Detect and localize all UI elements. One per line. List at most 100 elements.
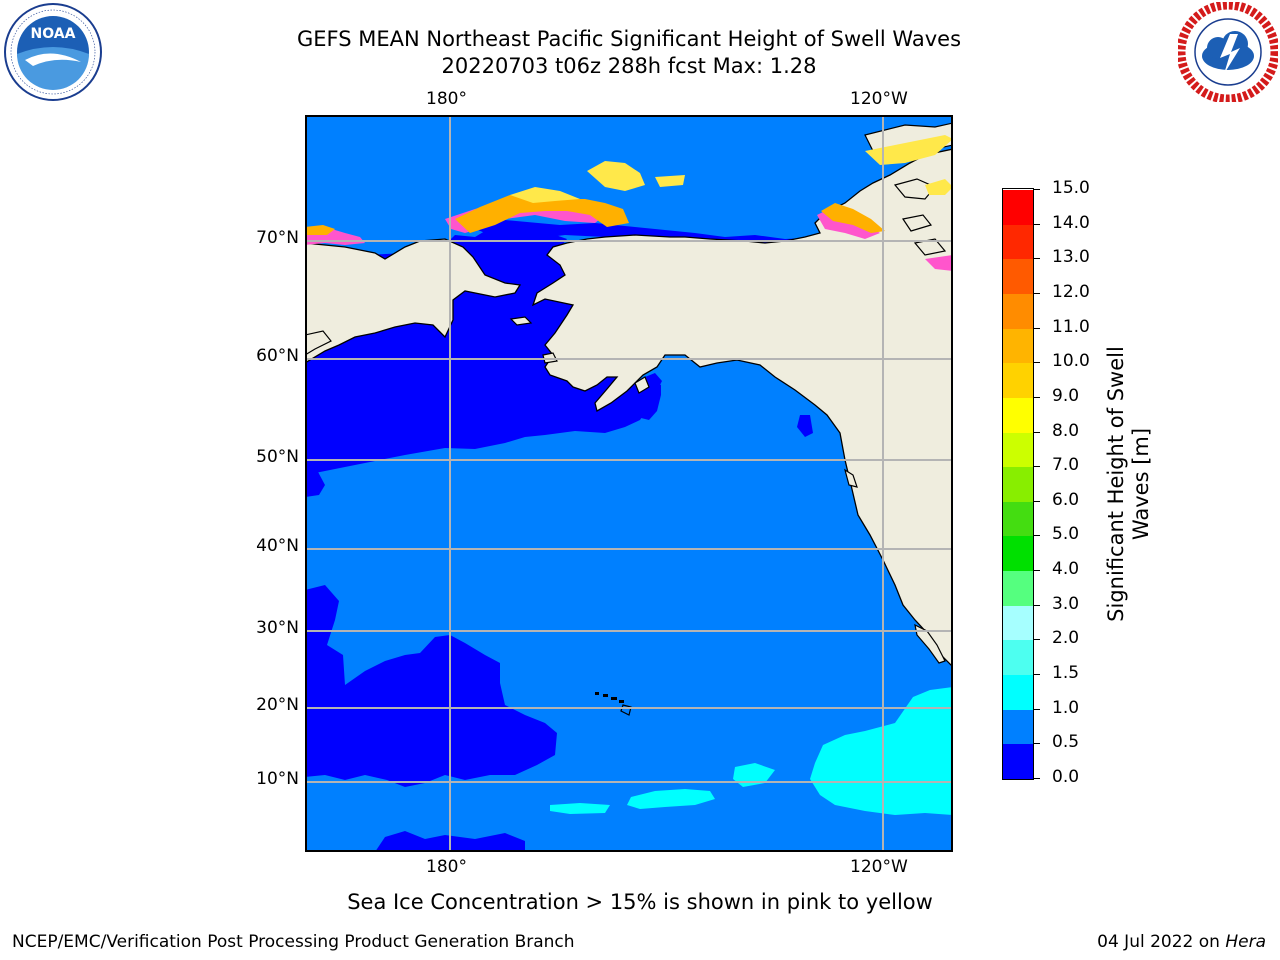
colorbar-tick-label: 1.5	[1052, 663, 1080, 684]
colorbar-segment	[1003, 397, 1033, 433]
ocean-band-0-0.5-islet	[797, 415, 813, 437]
colorbar-segment	[1003, 501, 1033, 537]
colorbar-tick	[1034, 778, 1040, 779]
sea-ice-north-patch	[655, 175, 685, 187]
colorbar-tick-label: 5.0	[1052, 524, 1080, 545]
colorbar-segment	[1003, 743, 1033, 779]
land-island-st-lawrence	[509, 316, 533, 326]
colorbar-tick-label: 15.0	[1052, 178, 1090, 198]
footer-date-text: 04 Jul 2022 on	[1097, 932, 1226, 952]
colorbar-segment	[1003, 639, 1033, 676]
noaa-logo-text: NOAA	[31, 26, 76, 42]
sea-ice-arctic-yellow-2	[925, 179, 951, 195]
lon-label-top-120w: 120°W	[850, 89, 908, 109]
graticule	[307, 117, 951, 850]
lat-label-50n: 50°N	[256, 447, 299, 467]
footer-branch: NCEP/EMC/Verification Post Processing Pr…	[12, 932, 575, 952]
lat-label-30n: 30°N	[256, 618, 299, 638]
colorbar-segment	[1003, 432, 1033, 468]
sea-ice-ne-pink	[925, 255, 951, 271]
colorbar-tick-label: 13.0	[1052, 247, 1090, 268]
land-island-kodiak	[634, 376, 650, 394]
colorbar-title-line1: Significant Height of Swell	[1104, 346, 1128, 622]
lon-label-top-180: 180°	[426, 89, 467, 109]
land-asia	[307, 238, 522, 363]
land-asia-sliver	[307, 330, 332, 355]
colorbar-tick-label: 8.0	[1052, 420, 1080, 441]
colorbar-tick	[1034, 189, 1040, 190]
colorbar-tick	[1034, 604, 1040, 606]
footer-date: 04 Jul 2022 on Hera	[1097, 932, 1266, 952]
colorbar-segment	[1003, 535, 1033, 572]
lat-label-40n: 40°N	[256, 536, 299, 556]
colorbar-tick-label: 4.0	[1052, 559, 1080, 580]
colorbar-tick	[1034, 708, 1040, 710]
lat-label-20n: 20°N	[256, 695, 299, 715]
ocean-band-1.0-1.5-east	[810, 687, 951, 815]
map-canvas	[307, 117, 951, 850]
colorbar-title-line2: Waves [m]	[1129, 427, 1153, 541]
lat-label-10n: 10°N	[256, 769, 299, 789]
colorbar-tick-label: 12.0	[1052, 281, 1090, 302]
footer-host: Hera	[1225, 932, 1266, 952]
colorbar-tick-label: 2.0	[1052, 628, 1080, 649]
lon-label-bottom-180: 180°	[426, 857, 467, 877]
ocean-band-0-0.5-gulf	[639, 381, 661, 420]
sea-ice-note: Sea Ice Concentration > 15% is shown in …	[347, 890, 933, 914]
colorbar-tick	[1034, 674, 1040, 676]
colorbar-tick	[1034, 292, 1040, 294]
colorbar-title: Significant Height of Swell Waves [m]	[1104, 284, 1154, 684]
colorbar-tick	[1034, 327, 1040, 329]
colorbar-tick-label: 7.0	[1052, 455, 1080, 476]
colorbar-tick-label: 6.0	[1052, 489, 1080, 510]
colorbar-tick-label: 14.0	[1052, 212, 1090, 233]
map-panel	[305, 115, 953, 852]
ocean-band-0-0.5-patch	[307, 465, 325, 497]
sea-ice-north-yellow	[587, 161, 645, 191]
colorbar-segment	[1003, 258, 1033, 294]
colorbar-tick-label: 1.0	[1052, 697, 1080, 718]
colorbar-tick	[1034, 362, 1040, 364]
sea-ice-beaufort-orange	[821, 203, 885, 233]
colorbar-tick-label: 0.0	[1052, 767, 1080, 787]
colorbar-tick	[1034, 639, 1040, 641]
ocean-band-1.0-1.5-small	[627, 789, 715, 809]
sea-ice-west-orange	[307, 225, 335, 235]
colorbar-tick	[1034, 535, 1040, 537]
land-arctic-island-3	[902, 214, 933, 232]
ocean-band-1.0-1.5-spot	[550, 803, 610, 814]
chart-subtitle: 20220703 t06z 288h fcst Max: 1.28	[441, 54, 817, 78]
chart-title: GEFS MEAN Northeast Pacific Significant …	[296, 27, 962, 51]
sea-ice-chukchi-orange	[455, 193, 629, 233]
colorbar-tick	[1034, 258, 1040, 260]
colorbar-tick	[1034, 743, 1040, 745]
lat-label-70n: 70°N	[256, 228, 299, 248]
sea-ice-chukchi-yellow	[510, 187, 580, 203]
noaa-logo: NOAA	[4, 3, 102, 101]
land-island-vancouver	[844, 468, 858, 488]
colorbar	[1002, 188, 1034, 780]
colorbar-tick	[1034, 466, 1040, 468]
lat-label-60n: 60°N	[256, 346, 299, 366]
colorbar-tick	[1034, 570, 1040, 572]
ocean-band-0-0.5-sw	[307, 585, 557, 787]
colorbar-segment	[1003, 189, 1033, 225]
colorbar-segment	[1003, 224, 1033, 260]
colorbar-segment	[1003, 709, 1033, 745]
lon-label-bottom-120w: 120°W	[850, 857, 908, 877]
colorbar-tick-label: 3.0	[1052, 593, 1080, 614]
colorbar-segment	[1003, 466, 1033, 502]
colorbar-tick-label: 0.5	[1052, 732, 1080, 753]
colorbar-tick	[1034, 396, 1040, 398]
colorbar-segment	[1003, 293, 1033, 329]
colorbar-segment	[1003, 570, 1033, 606]
colorbar-segment	[1003, 362, 1033, 398]
colorbar-tick	[1034, 223, 1040, 225]
sea-ice-arctic-yellow	[865, 135, 951, 165]
colorbar-tick-label: 9.0	[1052, 385, 1080, 406]
nws-logo	[1178, 2, 1278, 102]
colorbar-segment	[1003, 605, 1033, 641]
colorbar-tick-label: 10.0	[1052, 351, 1090, 372]
colorbar-tick	[1034, 431, 1040, 433]
colorbar-segment	[1003, 328, 1033, 364]
